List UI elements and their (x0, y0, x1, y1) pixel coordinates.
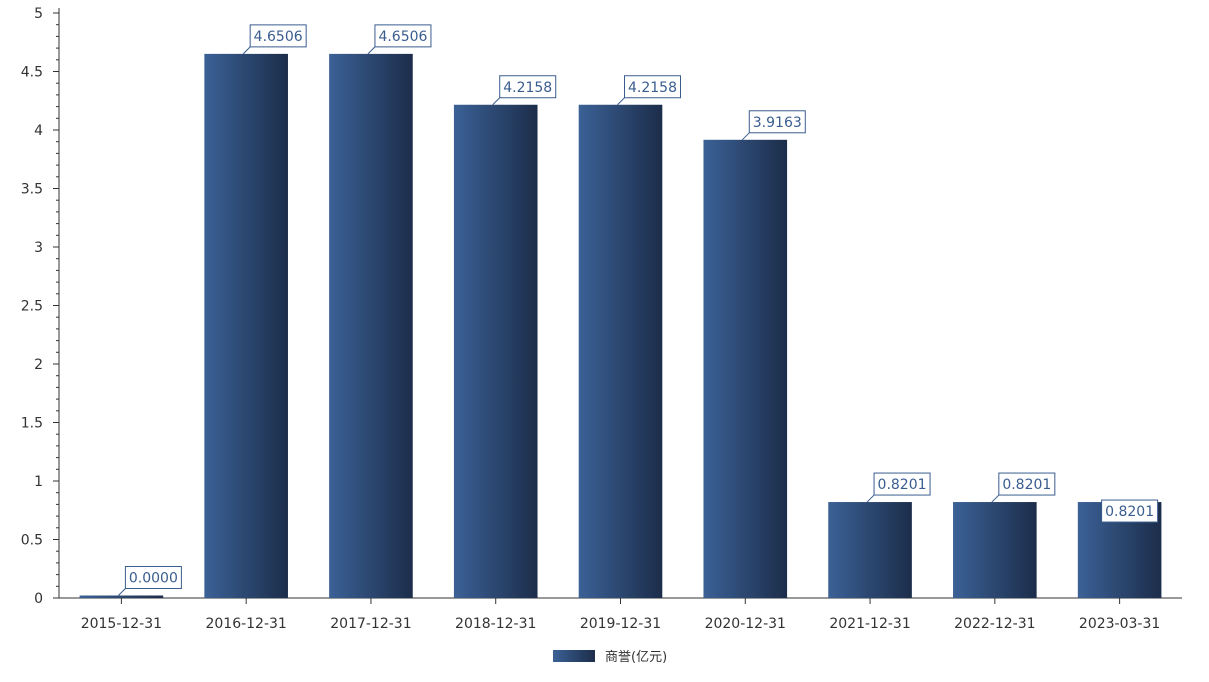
data-label-leader (741, 132, 750, 141)
y-tick-label: 0.5 (21, 533, 43, 549)
data-label-leader (866, 494, 875, 503)
data-label: 0.8201 (1105, 504, 1154, 520)
data-label-box (124, 566, 182, 589)
data-label: 4.2158 (628, 80, 677, 96)
data-label: 0.0000 (129, 571, 178, 587)
bar (453, 104, 538, 598)
data-label-box (998, 472, 1056, 496)
y-tick-label: 1.5 (21, 416, 43, 432)
x-tick-label: 2023-03-31 (1079, 616, 1160, 632)
data-label-leader (118, 588, 126, 596)
data-label: 3.9163 (753, 115, 802, 131)
y-axis: 0 0.5 1 1.5 2 2.5 3 3.5 4 4.5 5 (21, 6, 60, 607)
legend-swatch[interactable] (553, 650, 595, 662)
data-label-leader (991, 494, 1000, 503)
x-tick-label: 2020-12-31 (705, 616, 786, 632)
data-label-leader (367, 46, 376, 55)
x-tick-label: 2016-12-31 (205, 616, 286, 632)
data-label-box (374, 24, 432, 48)
x-tick-label: 2015-12-31 (81, 616, 162, 632)
bar (204, 53, 288, 598)
data-label-box (748, 110, 806, 134)
data-label-box (873, 472, 931, 496)
x-tick-label: 2022-12-31 (954, 616, 1035, 632)
y-tick-label: 5 (34, 6, 43, 22)
data-label-box (249, 24, 307, 48)
y-tick-label: 1 (34, 474, 43, 490)
data-label: 4.6506 (378, 29, 427, 45)
bar (703, 139, 788, 598)
data-label-leader (492, 97, 501, 106)
legend-label[interactable]: 商誉(亿元) (605, 650, 667, 665)
bar (79, 595, 164, 598)
bar (828, 502, 912, 598)
y-tick-label: 4 (34, 123, 43, 139)
data-label-box (499, 75, 557, 99)
y-tick-label: 3 (34, 240, 43, 256)
data-label: 4.6506 (254, 29, 303, 45)
x-axis: 2015-12-31 2016-12-31 2017-12-31 2018-12-31… (59, 597, 1182, 632)
legend[interactable]: 商誉(亿元) (553, 650, 667, 665)
y-tick-label: 2.5 (21, 299, 43, 315)
data-label-leader (242, 46, 251, 55)
data-label-box (624, 75, 681, 99)
data-label: 0.8201 (1002, 477, 1051, 493)
data-label-box (1101, 499, 1159, 523)
data-labels: 0.0000 4.6506 4.6506 4.2158 4.2158 3.9163 0.82… (118, 24, 1159, 596)
data-label: 4.2158 (503, 80, 552, 96)
x-tick-label: 2021-12-31 (829, 616, 910, 632)
x-tick-label: 2019-12-31 (580, 616, 661, 632)
data-label: 0.8201 (878, 477, 927, 493)
bars (79, 53, 1162, 598)
y-tick-label: 4.5 (21, 65, 43, 81)
data-label-leader (617, 97, 625, 106)
y-tick-label: 2 (34, 357, 43, 373)
bar (953, 502, 1037, 598)
x-tick-label: 2017-12-31 (330, 616, 411, 632)
bar (329, 53, 413, 598)
y-tick-label: 3.5 (21, 182, 43, 198)
x-tick-label: 2018-12-31 (455, 616, 536, 632)
y-tick-label: 0 (34, 591, 43, 607)
bar (578, 104, 663, 598)
